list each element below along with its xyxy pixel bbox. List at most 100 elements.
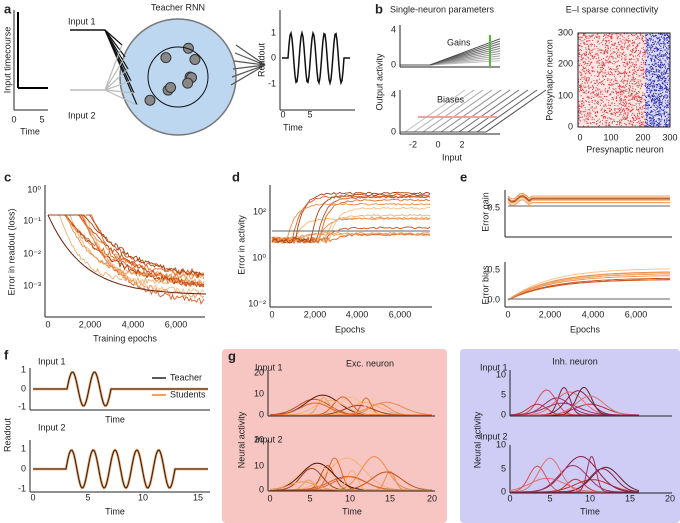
text-label: 15 <box>625 493 635 503</box>
text-label: 2,000 <box>304 309 327 319</box>
heat-dots-inh <box>645 33 670 127</box>
text-label: 6,000 <box>165 319 188 329</box>
curve <box>270 402 432 416</box>
text-label: Error in activity <box>236 215 246 275</box>
axis-line <box>104 68 129 91</box>
curve <box>507 271 671 301</box>
curve <box>269 481 432 491</box>
text-label: Input <box>442 152 463 162</box>
text-label: 10 <box>496 439 506 449</box>
text-label: Time <box>283 122 303 132</box>
curve <box>48 214 205 281</box>
text-label: 0 <box>30 492 35 502</box>
text-label: 20 <box>254 434 264 444</box>
axis-line <box>104 44 123 91</box>
text-label: Inh. neuron <box>552 356 598 366</box>
text-label: 4 <box>391 24 396 34</box>
text-label: Input timecourse <box>2 27 12 94</box>
curve <box>271 202 431 244</box>
curve <box>507 195 670 202</box>
curve <box>271 195 431 244</box>
text-label: -2 <box>409 139 417 149</box>
text-label: 2,000 <box>79 319 102 329</box>
text-label: Students <box>170 389 206 399</box>
axis-line <box>233 60 266 66</box>
neuron <box>182 42 194 54</box>
curve <box>48 214 205 288</box>
text-label: 10⁻² <box>23 248 41 258</box>
text-label: 10² <box>253 206 266 216</box>
panel-label: b <box>375 1 383 16</box>
curve <box>48 214 205 288</box>
text-label: Readout <box>2 417 12 452</box>
text-label: 4 <box>391 89 396 99</box>
text-label: Time <box>105 506 125 516</box>
curve <box>48 214 205 288</box>
panel-label: d <box>232 169 240 184</box>
text-label: Presynaptic neuron <box>586 144 664 154</box>
rnn-circle <box>119 18 237 136</box>
text-label: 200 <box>635 132 650 142</box>
curve <box>48 214 205 288</box>
text-label: 6,000 <box>625 309 648 319</box>
text-label: Output activity <box>374 53 384 111</box>
curve <box>507 192 670 200</box>
text-label: 5 <box>501 463 506 473</box>
text-label: Gains <box>447 37 471 47</box>
curve <box>33 449 208 489</box>
curve <box>271 226 431 244</box>
text-label: 5 <box>307 493 312 503</box>
curve <box>507 196 670 204</box>
axis-line <box>235 44 266 66</box>
text-label: 200 <box>558 58 573 68</box>
text-label: 100 <box>558 90 573 100</box>
text-label: 20 <box>665 493 675 503</box>
text-label: 15 <box>385 493 395 503</box>
curve <box>507 277 671 301</box>
text-label: 0.0 <box>487 294 500 304</box>
curve <box>507 273 671 301</box>
text-label: E–I sparse connectivity <box>566 4 659 14</box>
text-label: Input 1 <box>255 362 283 372</box>
text-label: 0 <box>501 409 506 419</box>
curve <box>400 38 501 66</box>
text-label: 100 <box>603 132 618 142</box>
text-label: 0 <box>435 139 440 149</box>
text-label: Input 2 <box>68 110 96 120</box>
text-label: 5 <box>85 492 90 502</box>
text-label: 0.5 <box>487 264 500 274</box>
text-label: 0.5 <box>487 202 500 212</box>
axis-line <box>231 64 266 78</box>
text-label: Error in readout (loss) <box>6 208 16 295</box>
text-label: Epochs <box>570 324 601 334</box>
text-label: 4,000 <box>122 319 145 329</box>
neuron <box>160 52 172 64</box>
text-label: 0 <box>45 319 50 329</box>
text-label: 0 <box>259 409 264 419</box>
neuron <box>182 77 194 89</box>
text-label: 10 <box>496 369 506 379</box>
text-label: Time <box>342 506 362 516</box>
text-label: 10⁻² <box>248 298 266 308</box>
text-label: 10 <box>585 493 595 503</box>
text-label: Error bias <box>480 265 490 305</box>
heat-frame <box>577 32 671 128</box>
text-label: 10⁻³ <box>23 280 41 290</box>
text-label: Input 2 <box>255 434 283 444</box>
text-label: Time <box>20 126 40 136</box>
text-label: 0 <box>507 493 512 503</box>
recurrent-loop <box>147 46 209 108</box>
text-label: -1 <box>18 401 26 411</box>
curve <box>282 30 350 86</box>
curve <box>507 275 670 301</box>
text-label: 0 <box>267 493 272 503</box>
text-label: Single-neuron parameters <box>390 4 495 14</box>
text-label: 10⁰ <box>252 252 266 262</box>
text-label: Biases <box>437 94 465 104</box>
text-label: 5 <box>39 114 44 124</box>
text-label: 5 <box>307 109 312 119</box>
text-label: 20 <box>254 367 264 377</box>
curve <box>270 401 433 416</box>
text-label: 10⁻¹ <box>23 215 41 225</box>
text-label: 10 <box>138 492 148 502</box>
